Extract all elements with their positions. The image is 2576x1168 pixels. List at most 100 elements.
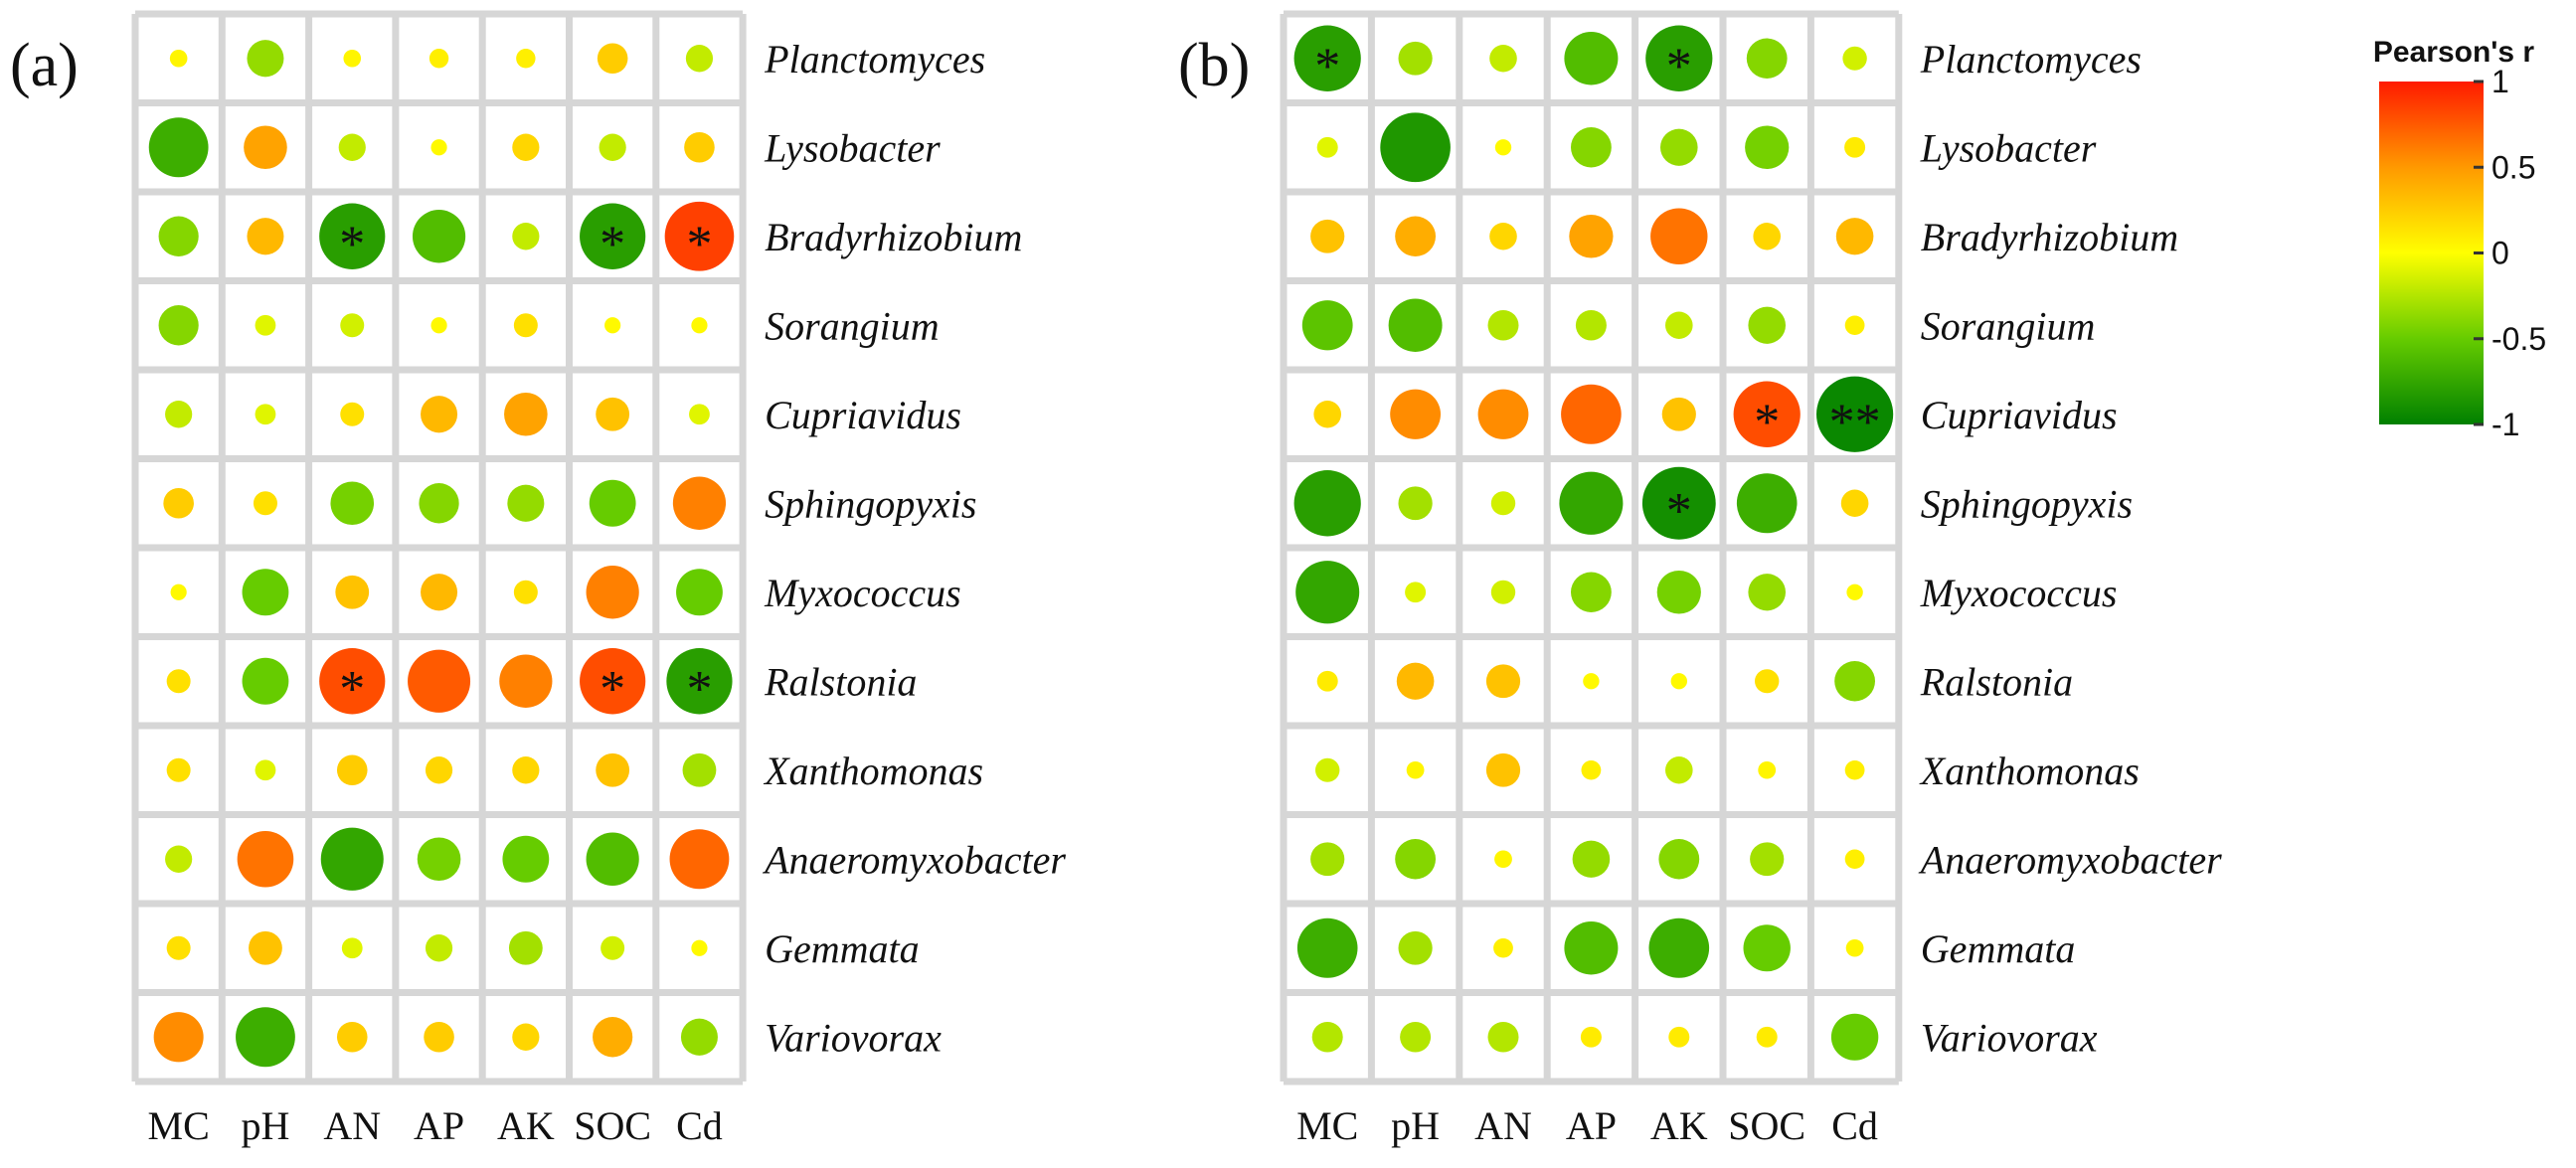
correlation-cell-ralstonia-cd	[666, 648, 733, 715]
panel-label: (a)	[10, 32, 79, 99]
correlation-cell-sorangium-ph	[255, 314, 276, 336]
correlation-cell-xanthomonas-ph	[1406, 760, 1425, 779]
correlation-cell-gemmata-an	[1493, 937, 1513, 958]
panel-b: (b) * ** ***MC pH AN AP AK SOC CdPlanctomycesLyso…	[1178, 10, 2222, 1148]
correlation-cell-cupriavidus-an	[340, 402, 365, 426]
correlation-cell-lysobacter-ap	[1571, 127, 1612, 168]
correlation-cell-gemmata-an	[341, 937, 363, 959]
correlation-cell-sorangium-ak	[513, 313, 538, 338]
correlation-cell-ralstonia-ap	[1583, 673, 1600, 690]
correlation-cell-variovorax-ap	[424, 1021, 454, 1053]
correlation-cell-myxococcus-an	[1490, 580, 1516, 604]
correlation-cell-anaeromyxobacter-ap	[1572, 840, 1611, 878]
correlation-cell-xanthomonas-ak	[1665, 756, 1693, 784]
x-tick-label: SOC	[1728, 1103, 1805, 1148]
correlation-cell-ralstonia-mc	[1316, 670, 1338, 692]
correlation-cell-sorangium-ap	[430, 317, 447, 334]
correlation-cell-variovorax-ak	[512, 1023, 540, 1051]
correlation-cell-sorangium-ap	[1575, 309, 1607, 341]
x-tick-label: AK	[497, 1103, 555, 1148]
correlation-cell-ralstonia-ak	[1670, 673, 1688, 690]
correlation-cell-sphingopyxis-an	[330, 481, 375, 526]
correlation-cell-lysobacter-an	[338, 133, 366, 161]
correlation-cell-sphingopyxis-ak	[1641, 466, 1716, 540]
correlation-cell-xanthomonas-mc	[166, 757, 191, 782]
legend-tick-label: 0.5	[2491, 149, 2535, 185]
correlation-cell-myxococcus-mc	[1295, 561, 1360, 624]
correlation-cell-planctomyces-ph	[1398, 41, 1433, 76]
correlation-cell-cupriavidus-ak	[1661, 397, 1696, 431]
correlation-cell-sphingopyxis-ph	[253, 491, 277, 516]
correlation-cell-variovorax-mc	[153, 1012, 204, 1063]
correlation-cell-lysobacter-ph	[244, 125, 287, 170]
correlation-cell-lysobacter-ph	[1380, 112, 1451, 183]
correlation-cell-bradyrhizobium-mc	[1310, 219, 1345, 253]
correlation-cell-gemmata-mc	[166, 935, 191, 960]
correlation-cell-sphingopyxis-ap	[1559, 471, 1624, 535]
correlation-cell-cupriavidus-soc	[1733, 381, 1801, 447]
correlation-cell-cupriavidus-ph	[255, 404, 276, 425]
correlation-cell-bradyrhizobium-cd	[1835, 218, 1874, 255]
correlation-cell-bradyrhizobium-ap	[1569, 214, 1614, 258]
correlation-cell-sphingopyxis-an	[1490, 491, 1516, 516]
correlation-cell-ralstonia-mc	[166, 669, 191, 694]
correlation-cell-bradyrhizobium-ph	[247, 218, 284, 255]
y-tick-label: Myxococcus	[1920, 571, 2118, 615]
correlation-cell-variovorax-ph	[236, 1007, 295, 1068]
correlation-cell-cupriavidus-cd	[689, 404, 710, 425]
correlation-cell-lysobacter-an	[1494, 139, 1512, 156]
correlation-cell-sphingopyxis-soc	[1736, 473, 1798, 534]
y-tick-label: Sorangium	[765, 303, 940, 348]
panel-a: (a) * * * * * * MC pH AN AP AK SOC Cd Planctomyces Lyso…	[10, 10, 1066, 1148]
correlation-cell-gemmata-soc	[1743, 924, 1791, 972]
correlation-cell-xanthomonas-soc	[1758, 760, 1777, 779]
x-tick-label: AN	[1474, 1103, 1532, 1148]
correlation-cell-lysobacter-ak	[1660, 128, 1698, 166]
y-tick-label: Xanthomonas	[763, 749, 983, 793]
x-tick-label: AP	[414, 1103, 464, 1148]
y-tick-label: Gemmata	[765, 926, 920, 971]
correlation-cell-gemmata-ph	[249, 930, 282, 965]
correlation-cell-planctomyces-an	[343, 49, 362, 68]
correlation-cell-lysobacter-soc	[1745, 125, 1790, 170]
correlation-cell-lysobacter-cd	[684, 131, 715, 163]
correlation-cell-ralstonia-ph	[242, 657, 289, 705]
y-tick-label: Anaeromyxobacter	[762, 837, 1066, 882]
correlation-cell-bradyrhizobium-soc	[580, 203, 646, 269]
correlation-cell-sorangium-mc	[1301, 300, 1353, 351]
correlation-cell-cupriavidus-ap	[1561, 384, 1622, 444]
correlation-cell-ralstonia-an	[319, 648, 386, 715]
legend-tick-label: -1	[2491, 407, 2519, 442]
significance-mark: *	[1314, 38, 1340, 94]
correlation-cell-sorangium-ak	[1665, 311, 1693, 339]
x-tick-label: MC	[148, 1103, 210, 1148]
correlation-cell-anaeromyxobacter-soc	[1750, 842, 1785, 877]
significance-mark: *	[686, 661, 712, 718]
correlation-cell-ralstonia-ap	[408, 649, 471, 713]
correlation-cell-variovorax-soc	[1756, 1026, 1778, 1048]
significance-mark: *	[339, 216, 365, 272]
correlation-cell-sphingopyxis-ph	[1398, 486, 1433, 521]
correlation-cell-sphingopyxis-mc	[163, 487, 194, 519]
correlation-cell-xanthomonas-soc	[596, 752, 630, 787]
significance-mark: *	[339, 661, 365, 718]
correlation-cell-anaeromyxobacter-soc	[586, 832, 639, 886]
x-tick-label: Cd	[676, 1103, 723, 1148]
correlation-cell-lysobacter-ap	[430, 139, 447, 156]
correlation-cell-anaeromyxobacter-ak	[1658, 839, 1700, 880]
significance-mark: *	[600, 661, 625, 718]
correlation-cell-cupriavidus-an	[1477, 389, 1529, 439]
correlation-cell-lysobacter-mc	[148, 117, 209, 178]
y-tick-label: Cupriavidus	[765, 393, 961, 437]
correlation-cell-myxococcus-ap	[421, 574, 458, 611]
correlation-cell-variovorax-soc	[593, 1017, 633, 1058]
significance-mark: *	[1754, 394, 1780, 450]
correlation-cell-sphingopyxis-cd	[1840, 489, 1869, 517]
correlation-cell-anaeromyxobacter-an	[320, 827, 384, 891]
correlation-cell-xanthomonas-an	[336, 754, 368, 786]
y-tick-label: Lysobacter	[1920, 125, 2097, 170]
correlation-cell-variovorax-cd	[680, 1018, 718, 1056]
correlation-cell-sorangium-cd	[1844, 315, 1865, 336]
correlation-cell-lysobacter-ak	[512, 133, 540, 161]
